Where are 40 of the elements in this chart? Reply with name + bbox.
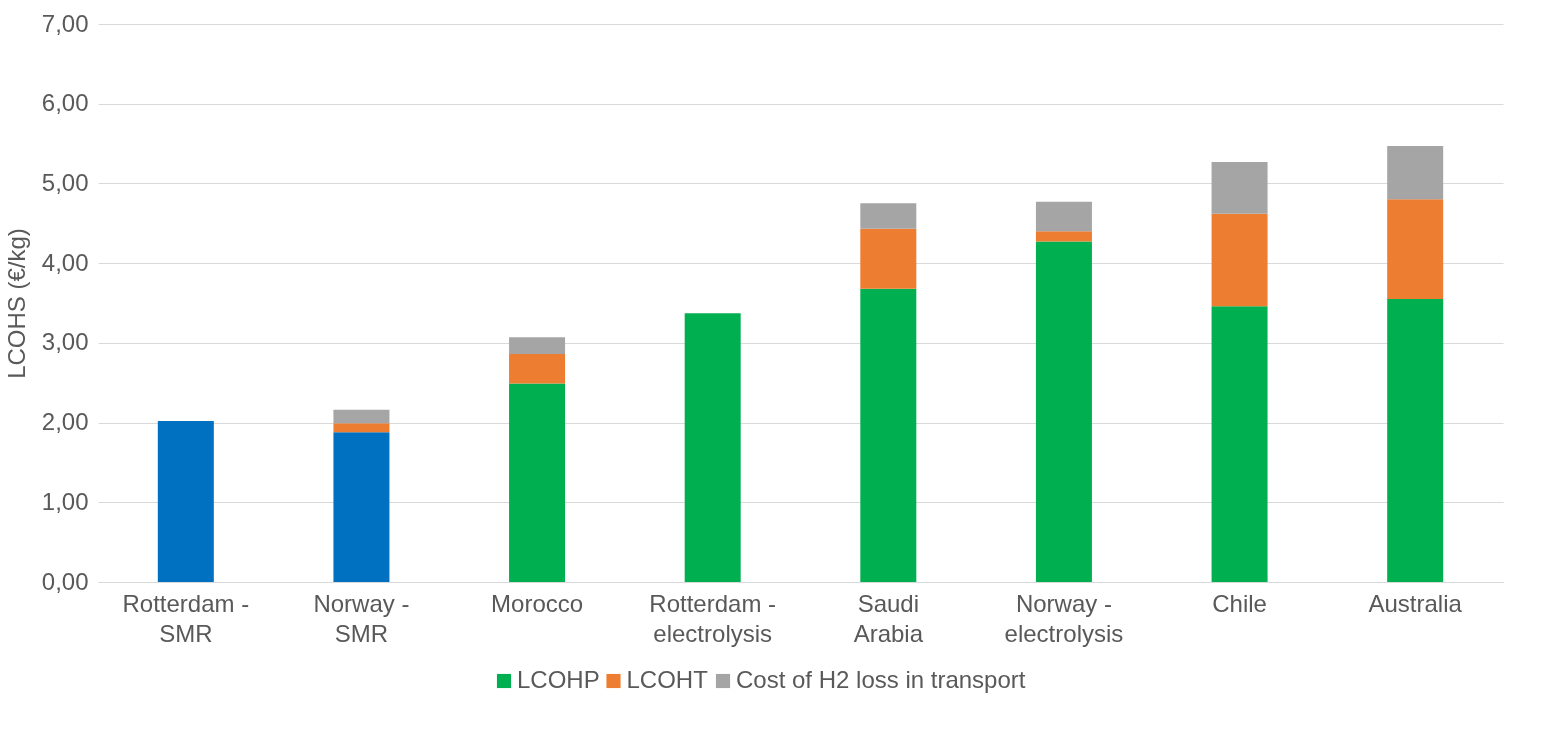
y-tick-label: 4,00	[41, 248, 89, 276]
bar	[1035, 201, 1092, 232]
x-tick-label: Saudi Arabia	[853, 589, 924, 647]
bar	[1211, 213, 1268, 307]
x-tick-label: Norway - electrolysis	[1004, 589, 1124, 647]
x-tick-label: Chile	[1212, 589, 1267, 617]
legend-label: Cost of H2 loss in transport	[736, 666, 1026, 693]
bar	[333, 423, 390, 433]
bar	[1387, 199, 1444, 300]
bar	[860, 228, 917, 289]
bar	[509, 383, 566, 582]
bar	[509, 337, 566, 355]
bar	[1211, 306, 1268, 582]
x-tick-label: Norway - SMR	[313, 589, 410, 647]
x-tick-label: Morocco	[491, 589, 584, 617]
legend-label: LCOHT	[626, 666, 709, 693]
bar	[157, 420, 214, 582]
bar	[1035, 241, 1092, 582]
y-tick-label: 5,00	[41, 168, 89, 196]
bar	[1387, 299, 1444, 582]
y-tick-label: 0,00	[41, 567, 89, 595]
bar	[860, 203, 917, 229]
y-tick-label: 3,00	[41, 328, 89, 356]
x-tick-label: Rotterdam - electrolysis	[649, 589, 777, 647]
bar	[1387, 145, 1444, 200]
bar	[333, 432, 390, 582]
y-tick-label: 7,00	[41, 9, 89, 37]
y-tick-label: 1,00	[41, 487, 89, 515]
x-tick-label: Rotterdam - SMR	[122, 589, 250, 647]
y-tick-label: 6,00	[41, 89, 89, 117]
y-tick-label: 2,00	[41, 408, 89, 436]
bar	[1035, 231, 1092, 242]
bar	[1211, 161, 1268, 214]
bar	[509, 354, 566, 384]
bar	[333, 409, 390, 424]
bar	[860, 288, 917, 582]
bar	[684, 313, 741, 582]
y-axis-title: LCOHS (€/kg)	[2, 228, 30, 379]
x-tick-label: Australia	[1368, 589, 1463, 617]
legend-label: LCOHP	[517, 666, 600, 693]
